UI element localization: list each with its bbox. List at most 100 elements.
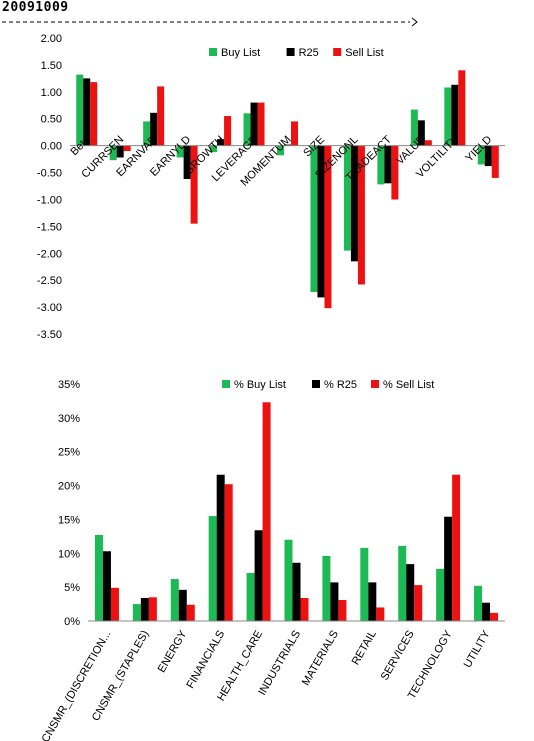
bar-sell-list (491, 145, 499, 178)
bar-sell-list (90, 82, 98, 146)
y-tick-label: -2.00 (37, 248, 62, 260)
legend-swatch (222, 380, 230, 388)
y-tick-label: -2.50 (37, 275, 62, 287)
bar-sell-list (123, 145, 131, 152)
bar-sell-list (186, 604, 195, 621)
bar-sell-list (490, 612, 499, 621)
bar-r25 (284, 144, 291, 146)
bar-buy-list (377, 145, 385, 185)
bar-buy-list (444, 87, 452, 146)
y-tick-label: 5% (64, 582, 80, 594)
bar-sell-list (190, 145, 198, 224)
bar-buy-list (284, 539, 293, 621)
y-tick-label: 20% (58, 481, 80, 493)
bar-buy-list (76, 74, 84, 146)
bar-r25 (178, 589, 187, 621)
bar-r25 (384, 145, 392, 184)
bar-buy-list (143, 121, 151, 146)
bar-sell-list (324, 145, 332, 309)
bar-sell-list (224, 116, 232, 146)
y-tick-label: 1.50 (41, 60, 62, 72)
bar-buy-list (246, 572, 255, 621)
y-tick-label: 2.00 (41, 33, 62, 45)
bar-buy-list (94, 535, 103, 621)
y-tick-label: -3.00 (37, 302, 62, 314)
bar-sell-list (391, 145, 399, 200)
bar-sell-list (110, 587, 119, 621)
legend-entry: % Buy List (234, 379, 286, 391)
bar-r25 (102, 551, 111, 621)
bar-r25 (150, 112, 158, 146)
y-tick-label: 0.00 (41, 141, 62, 153)
bar-r25 (317, 145, 325, 298)
y-tick-label: 1.00 (41, 87, 62, 99)
legend-entry: R25 (299, 47, 319, 59)
bar-buy-list (176, 145, 184, 158)
y-tick-label: 10% (58, 548, 80, 560)
bar-buy-list (243, 113, 251, 146)
category-label: ENERGY (156, 628, 190, 675)
bar-buy-list (343, 145, 351, 251)
bar-r25 (217, 139, 225, 146)
bar-sell-list (338, 600, 347, 621)
category-label: VALUE (394, 134, 427, 167)
sector-weight-chart: 35% 30% 25% 20% 15% 10% 5% 0%CNSMR_(DISCRETION.… (40, 379, 505, 741)
bar-buy-list (436, 568, 445, 621)
bar-buy-list (109, 145, 117, 161)
bar-r25 (330, 582, 339, 621)
bar-r25 (183, 145, 191, 180)
y-tick-label: 35% (58, 379, 80, 391)
bar-buy-list (360, 547, 369, 621)
bar-r25 (368, 582, 377, 621)
bar-sell-list (376, 607, 385, 621)
bar-buy-list (210, 145, 218, 153)
bar-r25 (482, 602, 491, 621)
legend-entry: Sell List (345, 47, 384, 59)
category-label: UTILITY (462, 628, 493, 670)
legend-entry: % Sell List (383, 379, 434, 391)
bar-buy-list (170, 579, 179, 621)
bar-r25 (292, 562, 301, 621)
bar-buy-list (322, 555, 331, 621)
bar-r25 (451, 84, 459, 146)
bar-sell-list (262, 402, 271, 621)
bar-buy-list (310, 145, 318, 293)
y-tick-label: 30% (58, 413, 80, 425)
category-label: CNSMR_(DISCRETION... (40, 629, 114, 741)
report-date: 20091009 (2, 0, 69, 15)
y-tick-label: 15% (58, 514, 80, 526)
y-tick-label: -0.50 (37, 168, 62, 180)
y-tick-label: 25% (58, 447, 80, 459)
bar-r25 (350, 145, 358, 262)
y-tick-label: 0% (64, 616, 80, 628)
bar-sell-list (452, 474, 461, 621)
bar-r25 (216, 474, 225, 621)
bar-r25 (83, 78, 91, 146)
bar-sell-list (291, 121, 298, 146)
bar-buy-list (474, 585, 483, 621)
category-label: MATERIALS (300, 629, 341, 688)
legend-swatch (333, 48, 342, 56)
category-label: INDUSTRIALS (256, 629, 303, 698)
bar-buy-list (398, 545, 407, 621)
category-label: SERVICES (379, 629, 417, 683)
legend-entry: % R25 (324, 379, 357, 391)
bar-sell-list (300, 597, 309, 621)
bar-r25 (406, 564, 415, 621)
factor-exposure-chart: 2.00 1.50 1.00 0.50 0.00 -0.50 -1.00 -1.50 -2.00… (37, 33, 505, 341)
bar-r25 (444, 516, 453, 621)
bar-sell-list (414, 585, 423, 621)
category-label: FINANCIALS (184, 629, 227, 691)
bar-r25 (484, 145, 492, 167)
category-label: RETAIL (350, 629, 379, 668)
bar-r25 (250, 102, 258, 146)
bar-sell-list (458, 70, 466, 146)
legend-swatch (312, 380, 320, 388)
bar-sell-list (157, 86, 165, 146)
bar-buy-list (132, 604, 141, 621)
y-tick-label: -1.50 (37, 221, 62, 233)
y-tick-label: -1.00 (37, 194, 62, 206)
bar-buy-list (477, 145, 485, 165)
dashed-arrow-line (2, 17, 418, 27)
bar-sell-list (424, 140, 432, 146)
